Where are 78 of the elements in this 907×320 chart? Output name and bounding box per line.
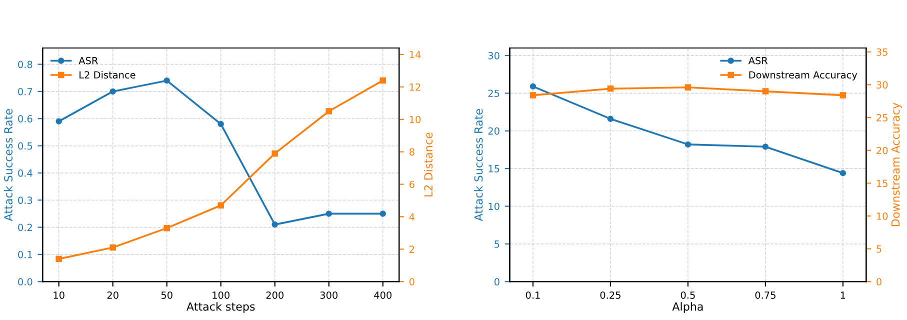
y-tick-label: 15 [488, 165, 500, 172]
y2-tick-label: 8 [409, 148, 414, 156]
legend-label: L2 Distance [80, 71, 136, 79]
x-tick-label: 400 [374, 291, 392, 299]
y-tick-label: 0.6 [18, 115, 32, 122]
point [380, 77, 386, 84]
y-axis-title: Attack Success Rate [474, 109, 483, 222]
y-tick-label: 0.0 [18, 278, 32, 286]
y-tick-label: 0.1 [18, 250, 32, 258]
y2-axis-title: L2 Distance [424, 132, 433, 196]
x-tick-label: 200 [266, 291, 284, 299]
y2-tick-label: 10 [410, 116, 421, 124]
point [380, 210, 386, 217]
legend-label: ASR [748, 56, 768, 64]
y2-tick-label: 2 [410, 246, 414, 253]
y-tick-label: 10 [488, 202, 500, 210]
x-tick-label: 20 [107, 291, 118, 299]
y-tick-label: 0.8 [18, 60, 32, 68]
x-axis-title: Attack steps [186, 302, 255, 313]
x-tick-label: 300 [320, 291, 338, 299]
point [218, 120, 224, 128]
y2-tick-label: 12 [410, 83, 420, 91]
point [164, 224, 170, 232]
point [684, 84, 692, 90]
point [762, 144, 769, 150]
y2-tick-label: 0 [876, 278, 882, 286]
y2-tick-label: 14 [410, 51, 421, 58]
x-tick-label: 1 [840, 292, 846, 299]
x-tick-label: 100 [212, 291, 230, 299]
x-tick-label: 0.75 [755, 291, 776, 299]
point [840, 92, 846, 98]
y-axis-title: Attack Success Rate [4, 109, 13, 222]
y-tick-label: 0.2 [18, 224, 32, 232]
point [684, 141, 692, 148]
point [56, 118, 62, 124]
y-tick-label: 0 [494, 278, 500, 286]
point [56, 256, 62, 262]
y-tick-label: 30 [488, 52, 500, 60]
x-tick-label: 10 [54, 291, 64, 299]
y-tick-label: 0.5 [18, 142, 32, 150]
point [110, 88, 116, 95]
point [326, 108, 332, 114]
y-tick-label: 25 [488, 90, 500, 98]
y2-tick-label: 4 [409, 213, 414, 220]
point [272, 221, 278, 228]
point [762, 88, 769, 94]
point [607, 86, 614, 92]
point [840, 170, 846, 176]
point [218, 202, 224, 208]
point [530, 92, 536, 98]
y-tick-label: 20 [488, 127, 500, 135]
y2-tick-label: 5 [876, 245, 882, 253]
y2-tick-label: 6 [409, 180, 414, 188]
x-axis-title: Alpha [672, 302, 703, 313]
y2-tick-label: 20 [876, 146, 888, 154]
x-tick-label: 0.25 [600, 291, 620, 299]
point [530, 83, 536, 90]
legend-label: Downstream Accuracy [749, 71, 858, 80]
point [326, 210, 332, 217]
legend-label: ASR [78, 56, 98, 64]
x-tick-label: 0.5 [680, 291, 695, 299]
y-tick-label: 0.3 [18, 196, 32, 204]
y2-tick-label: 0 [409, 278, 414, 286]
y2-tick-label: 30 [876, 81, 888, 89]
y2-tick-label: 15 [876, 180, 888, 188]
y2-tick-label: 25 [876, 114, 888, 122]
point [607, 116, 614, 122]
y-tick-label: 5 [494, 240, 500, 248]
y2-axis-title: Downstream Accuracy [891, 102, 902, 226]
y2-tick-label: 10 [876, 212, 888, 220]
x-tick-label: 0.1 [526, 291, 540, 299]
point [272, 150, 278, 157]
point [110, 244, 116, 251]
y2-tick-label: 35 [876, 48, 888, 56]
point [164, 77, 170, 84]
x-tick-label: 50 [161, 291, 172, 299]
y-tick-label: 0.4 [18, 169, 32, 177]
y-tick-label: 0.7 [18, 88, 32, 96]
